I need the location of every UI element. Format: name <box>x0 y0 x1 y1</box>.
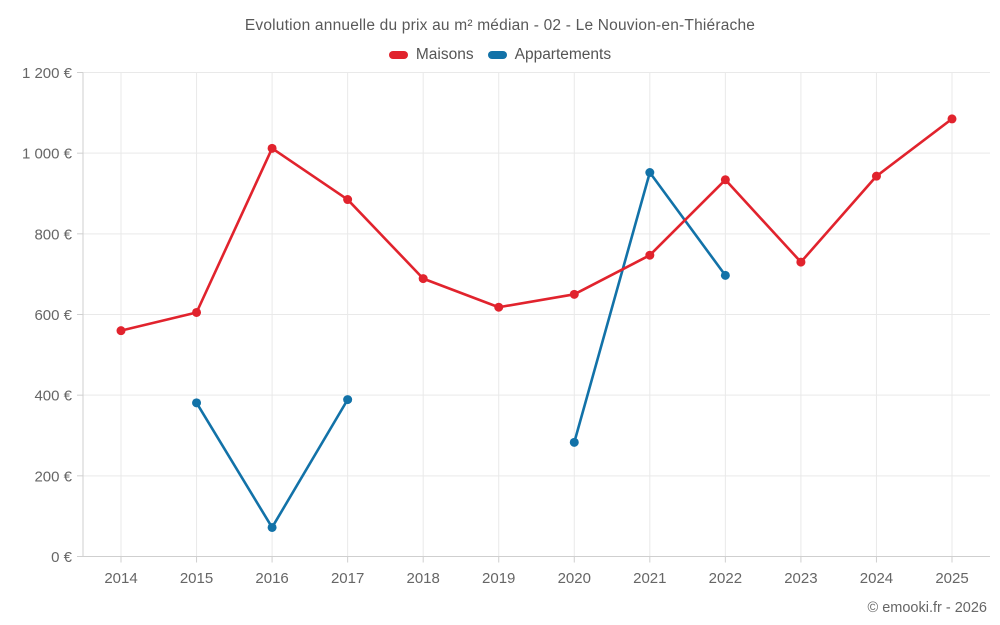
legend: Maisons Appartements <box>0 46 1000 64</box>
maisons-point-2022[interactable] <box>720 175 730 185</box>
appartements-swatch-icon <box>487 51 507 59</box>
maisons-point-2020[interactable] <box>569 289 579 299</box>
y-tick-label: 400 € <box>34 388 72 405</box>
x-tick-label: 2017 <box>331 570 364 587</box>
legend-item-appartements[interactable]: Appartements <box>487 46 612 64</box>
legend-label-appartements: Appartements <box>514 46 612 63</box>
maisons-point-2015[interactable] <box>192 307 202 317</box>
appartements-point-2020[interactable] <box>569 437 579 447</box>
x-tick-label: 2019 <box>482 570 515 587</box>
x-tick-label: 2015 <box>180 570 213 587</box>
maisons-line <box>119 117 954 332</box>
maisons-point-2019[interactable] <box>494 302 504 312</box>
y-tick-label: 1 200 € <box>22 65 73 82</box>
y-tick-label: 200 € <box>34 468 72 485</box>
maisons-point-2024[interactable] <box>871 171 881 181</box>
maisons-point-2014[interactable] <box>116 326 126 336</box>
maisons-point-2017[interactable] <box>343 195 353 205</box>
x-tick-label: 2016 <box>255 570 288 587</box>
x-tick-label: 2024 <box>860 570 893 587</box>
y-tick-label: 0 € <box>51 549 73 566</box>
maisons-swatch-icon <box>388 51 408 59</box>
appartements-point-2016[interactable] <box>267 522 277 532</box>
legend-label-maisons: Maisons <box>415 46 474 63</box>
appartements-point-2017[interactable] <box>343 395 353 405</box>
x-tick-label: 2020 <box>558 570 591 587</box>
x-tick-label: 2022 <box>709 570 742 587</box>
maisons-point-2018[interactable] <box>418 274 428 284</box>
y-tick-label: 600 € <box>34 307 72 324</box>
maisons-point-2025[interactable] <box>947 114 957 124</box>
chart-title: Evolution annuelle du prix au m² médian … <box>244 17 756 34</box>
x-tick-label: 2018 <box>406 570 439 587</box>
x-tick-label: 2014 <box>104 570 137 587</box>
appartements-point-2022[interactable] <box>720 270 730 280</box>
appartements-point-2015[interactable] <box>192 398 202 408</box>
x-tick-label: 2025 <box>935 570 968 587</box>
copyright-footer: © emooki.fr - 2026 <box>867 600 987 616</box>
appartements-point-2021[interactable] <box>645 168 655 178</box>
maisons-point-2023[interactable] <box>796 257 806 267</box>
x-tick-label: 2021 <box>633 570 666 587</box>
y-tick-label: 800 € <box>34 226 72 243</box>
y-tick-label: 1 000 € <box>22 146 73 163</box>
maisons-point-2021[interactable] <box>645 250 655 260</box>
maisons-point-2016[interactable] <box>267 143 277 153</box>
legend-item-maisons[interactable]: Maisons <box>388 46 474 64</box>
x-tick-label: 2023 <box>784 570 817 587</box>
